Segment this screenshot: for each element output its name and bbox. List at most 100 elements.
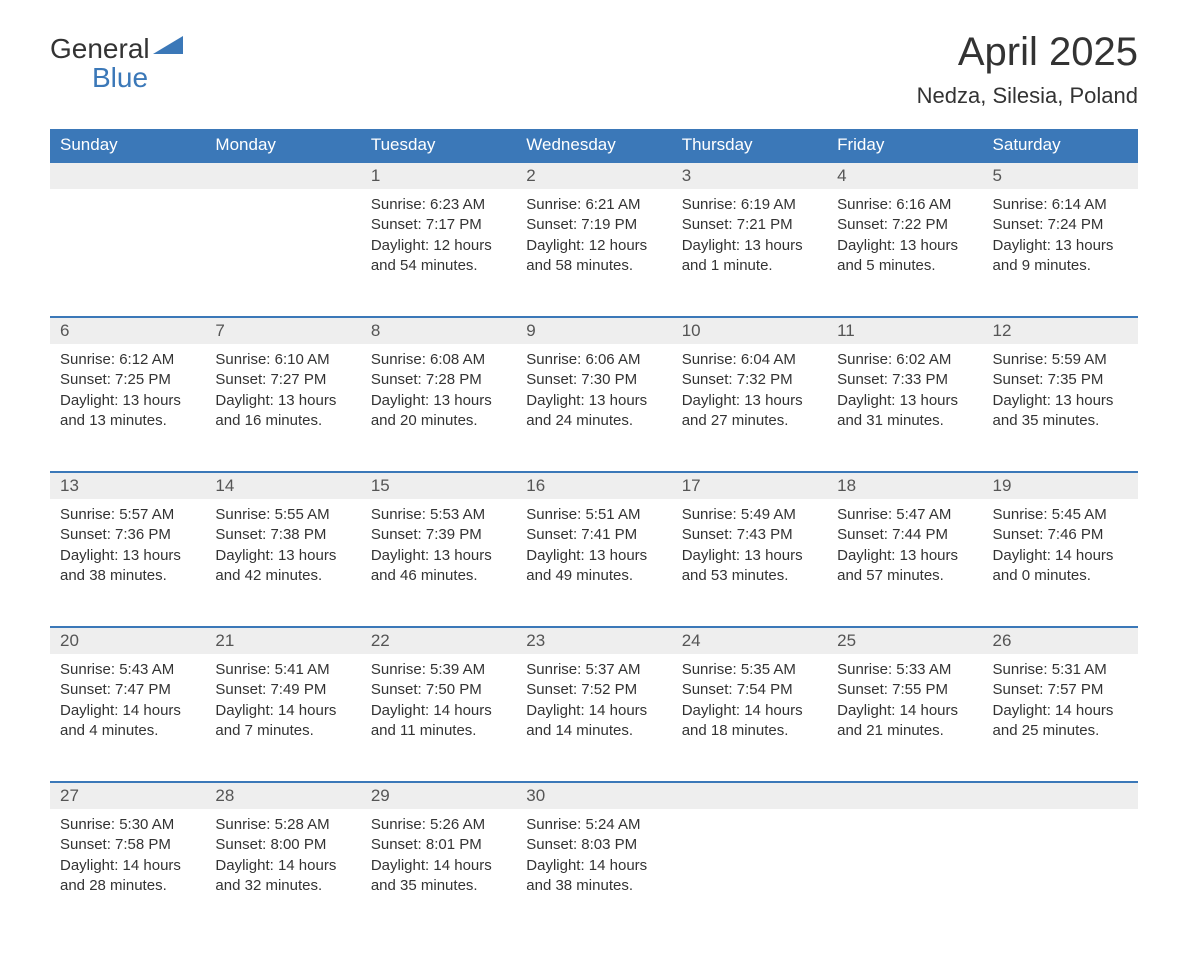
sunset-line: Sunset: 7:24 PM xyxy=(993,215,1128,235)
day-number-row: 20212223242526 xyxy=(50,627,1138,654)
day-content: Sunrise: 5:41 AMSunset: 7:49 PMDaylight:… xyxy=(205,654,360,755)
daylight-line: Daylight: 13 hours and 13 minutes. xyxy=(60,391,195,432)
sunrise-line: Sunrise: 6:21 AM xyxy=(526,195,661,215)
daylight-line: Daylight: 14 hours and 7 minutes. xyxy=(215,701,350,742)
day-cell: Sunrise: 5:51 AMSunset: 7:41 PMDaylight:… xyxy=(516,499,671,627)
day-content: Sunrise: 6:21 AMSunset: 7:19 PMDaylight:… xyxy=(516,189,671,290)
sunset-line: Sunset: 8:00 PM xyxy=(215,835,350,855)
daylight-line: Daylight: 13 hours and 38 minutes. xyxy=(60,546,195,587)
sunset-line: Sunset: 7:54 PM xyxy=(682,680,817,700)
day-content: Sunrise: 6:08 AMSunset: 7:28 PMDaylight:… xyxy=(361,344,516,445)
title-block: April 2025 Nedza, Silesia, Poland xyxy=(917,30,1138,109)
day-number-cell: 6 xyxy=(50,317,205,344)
sunset-line: Sunset: 7:38 PM xyxy=(215,525,350,545)
day-cell: Sunrise: 5:41 AMSunset: 7:49 PMDaylight:… xyxy=(205,654,360,782)
day-number-cell: 15 xyxy=(361,472,516,499)
sunset-line: Sunset: 7:33 PM xyxy=(837,370,972,390)
daylight-line: Daylight: 12 hours and 58 minutes. xyxy=(526,236,661,277)
daylight-line: Daylight: 14 hours and 14 minutes. xyxy=(526,701,661,742)
sunrise-line: Sunrise: 6:23 AM xyxy=(371,195,506,215)
day-cell: Sunrise: 5:31 AMSunset: 7:57 PMDaylight:… xyxy=(983,654,1138,782)
daylight-line: Daylight: 14 hours and 18 minutes. xyxy=(682,701,817,742)
day-number-cell: 1 xyxy=(361,162,516,189)
day-cell: Sunrise: 6:02 AMSunset: 7:33 PMDaylight:… xyxy=(827,344,982,472)
daylight-line: Daylight: 13 hours and 1 minute. xyxy=(682,236,817,277)
sunrise-line: Sunrise: 5:41 AM xyxy=(215,660,350,680)
day-number-cell: 23 xyxy=(516,627,671,654)
daylight-line: Daylight: 13 hours and 57 minutes. xyxy=(837,546,972,587)
sunrise-line: Sunrise: 5:45 AM xyxy=(993,505,1128,525)
day-number-cell: 9 xyxy=(516,317,671,344)
day-number-cell: 27 xyxy=(50,782,205,809)
day-content-row: Sunrise: 6:23 AMSunset: 7:17 PMDaylight:… xyxy=(50,189,1138,317)
day-content: Sunrise: 5:49 AMSunset: 7:43 PMDaylight:… xyxy=(672,499,827,600)
weekday-header: Friday xyxy=(827,129,982,162)
sunset-line: Sunset: 7:50 PM xyxy=(371,680,506,700)
day-cell: Sunrise: 5:55 AMSunset: 7:38 PMDaylight:… xyxy=(205,499,360,627)
daylight-line: Daylight: 13 hours and 24 minutes. xyxy=(526,391,661,432)
day-content: Sunrise: 5:59 AMSunset: 7:35 PMDaylight:… xyxy=(983,344,1138,445)
day-content: Sunrise: 6:10 AMSunset: 7:27 PMDaylight:… xyxy=(205,344,360,445)
day-cell xyxy=(205,189,360,317)
day-number-cell: 12 xyxy=(983,317,1138,344)
day-content: Sunrise: 5:45 AMSunset: 7:46 PMDaylight:… xyxy=(983,499,1138,600)
sunrise-line: Sunrise: 6:08 AM xyxy=(371,350,506,370)
day-number-cell: 7 xyxy=(205,317,360,344)
day-cell: Sunrise: 6:23 AMSunset: 7:17 PMDaylight:… xyxy=(361,189,516,317)
daylight-line: Daylight: 14 hours and 21 minutes. xyxy=(837,701,972,742)
sunset-line: Sunset: 7:43 PM xyxy=(682,525,817,545)
calendar-table: SundayMondayTuesdayWednesdayThursdayFrid… xyxy=(50,129,1138,937)
day-number-cell: 2 xyxy=(516,162,671,189)
sunset-line: Sunset: 7:28 PM xyxy=(371,370,506,390)
sunrise-line: Sunrise: 5:49 AM xyxy=(682,505,817,525)
day-content: Sunrise: 6:06 AMSunset: 7:30 PMDaylight:… xyxy=(516,344,671,445)
day-cell: Sunrise: 6:14 AMSunset: 7:24 PMDaylight:… xyxy=(983,189,1138,317)
day-content: Sunrise: 5:30 AMSunset: 7:58 PMDaylight:… xyxy=(50,809,205,910)
day-content: Sunrise: 5:39 AMSunset: 7:50 PMDaylight:… xyxy=(361,654,516,755)
day-number-row: 6789101112 xyxy=(50,317,1138,344)
day-content: Sunrise: 6:16 AMSunset: 7:22 PMDaylight:… xyxy=(827,189,982,290)
day-content: Sunrise: 6:14 AMSunset: 7:24 PMDaylight:… xyxy=(983,189,1138,290)
day-number-row: 12345 xyxy=(50,162,1138,189)
daylight-line: Daylight: 13 hours and 5 minutes. xyxy=(837,236,972,277)
weekday-header: Tuesday xyxy=(361,129,516,162)
day-number-cell: 17 xyxy=(672,472,827,499)
sunrise-line: Sunrise: 6:19 AM xyxy=(682,195,817,215)
sunrise-line: Sunrise: 5:51 AM xyxy=(526,505,661,525)
daylight-line: Daylight: 13 hours and 46 minutes. xyxy=(371,546,506,587)
daylight-line: Daylight: 12 hours and 54 minutes. xyxy=(371,236,506,277)
daylight-line: Daylight: 13 hours and 35 minutes. xyxy=(993,391,1128,432)
weekday-header-row: SundayMondayTuesdayWednesdayThursdayFrid… xyxy=(50,129,1138,162)
daylight-line: Daylight: 13 hours and 16 minutes. xyxy=(215,391,350,432)
day-cell: Sunrise: 6:12 AMSunset: 7:25 PMDaylight:… xyxy=(50,344,205,472)
day-number-cell xyxy=(983,782,1138,809)
day-number-cell: 26 xyxy=(983,627,1138,654)
sunrise-line: Sunrise: 5:30 AM xyxy=(60,815,195,835)
sunset-line: Sunset: 7:25 PM xyxy=(60,370,195,390)
day-content: Sunrise: 5:57 AMSunset: 7:36 PMDaylight:… xyxy=(50,499,205,600)
day-cell: Sunrise: 5:37 AMSunset: 7:52 PMDaylight:… xyxy=(516,654,671,782)
day-number-cell: 14 xyxy=(205,472,360,499)
day-content-row: Sunrise: 6:12 AMSunset: 7:25 PMDaylight:… xyxy=(50,344,1138,472)
daylight-line: Daylight: 14 hours and 11 minutes. xyxy=(371,701,506,742)
day-content: Sunrise: 5:55 AMSunset: 7:38 PMDaylight:… xyxy=(205,499,360,600)
sunrise-line: Sunrise: 5:35 AM xyxy=(682,660,817,680)
sunrise-line: Sunrise: 5:39 AM xyxy=(371,660,506,680)
sunrise-line: Sunrise: 6:10 AM xyxy=(215,350,350,370)
sunrise-line: Sunrise: 6:16 AM xyxy=(837,195,972,215)
sunset-line: Sunset: 7:36 PM xyxy=(60,525,195,545)
day-number-cell: 28 xyxy=(205,782,360,809)
weekday-header: Thursday xyxy=(672,129,827,162)
sunset-line: Sunset: 8:01 PM xyxy=(371,835,506,855)
sunrise-line: Sunrise: 6:14 AM xyxy=(993,195,1128,215)
day-cell: Sunrise: 5:57 AMSunset: 7:36 PMDaylight:… xyxy=(50,499,205,627)
sunrise-line: Sunrise: 5:33 AM xyxy=(837,660,972,680)
day-cell: Sunrise: 5:59 AMSunset: 7:35 PMDaylight:… xyxy=(983,344,1138,472)
daylight-line: Daylight: 14 hours and 35 minutes. xyxy=(371,856,506,897)
day-number-cell: 10 xyxy=(672,317,827,344)
day-content-row: Sunrise: 5:57 AMSunset: 7:36 PMDaylight:… xyxy=(50,499,1138,627)
day-number-cell: 22 xyxy=(361,627,516,654)
sunrise-line: Sunrise: 5:26 AM xyxy=(371,815,506,835)
sunset-line: Sunset: 7:55 PM xyxy=(837,680,972,700)
day-content: Sunrise: 5:53 AMSunset: 7:39 PMDaylight:… xyxy=(361,499,516,600)
